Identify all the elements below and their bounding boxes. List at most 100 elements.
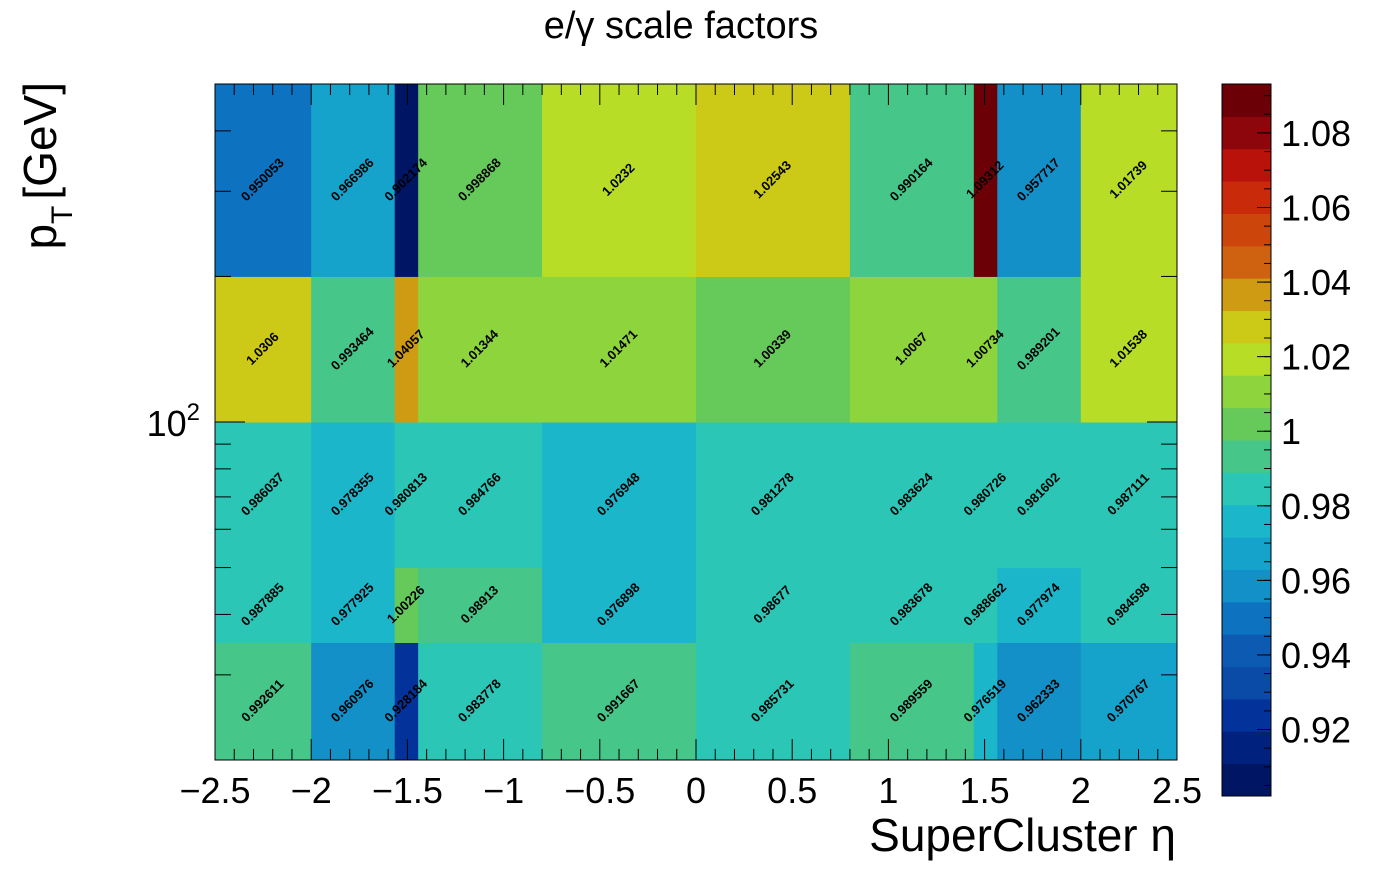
colorbar-swatch xyxy=(1222,731,1271,765)
heatmap-cell-r1-c8 xyxy=(997,567,1082,643)
x-tick-label: 0.5 xyxy=(767,770,817,811)
colorbar-swatch xyxy=(1222,634,1271,668)
heatmap-cell-r4-c4 xyxy=(542,84,697,277)
colorbar-swatch xyxy=(1222,213,1271,247)
colorbar: 0.92 0.94 0.96 0.98 1 1.02 1.04 1.06 1.08 xyxy=(1221,83,1351,797)
heatmap-cell-r1-c3 xyxy=(418,567,543,643)
colorbar-swatch xyxy=(1222,375,1271,409)
colorbar-swatch xyxy=(1222,310,1271,344)
colorbar-swatch xyxy=(1222,440,1271,473)
heatmap-cell-r0-c7 xyxy=(973,642,998,761)
colorbar-tick-label: 1.08 xyxy=(1281,113,1351,154)
heatmap-cell-r2-c2 xyxy=(394,422,419,569)
heatmap-cell-r0-c2 xyxy=(394,642,419,761)
heatmap-cell-r3-c3 xyxy=(418,276,543,423)
heatmap-cell-r2-c3 xyxy=(418,422,543,569)
y-axis-title-unit: [GeV] xyxy=(14,82,66,200)
heatmap-cell-r4-c5 xyxy=(696,84,851,277)
y-axis-title-subscript: T xyxy=(46,206,79,224)
x-tick-label: 2 xyxy=(1071,770,1091,811)
colorbar-tick-label: 0.94 xyxy=(1281,635,1351,676)
heatmap-cell-r0-c3 xyxy=(418,642,543,761)
chart-title: e/γ scale factors xyxy=(544,5,819,47)
heatmap-cell-r0-c9 xyxy=(1080,642,1178,761)
heatmap-cell-r4-c8 xyxy=(997,84,1082,277)
x-tick-label: 0 xyxy=(686,770,706,811)
colorbar-tick-label: 1 xyxy=(1281,411,1301,452)
heatmap-cell-r0-c5 xyxy=(696,642,851,761)
heatmap-cell-r3-c1 xyxy=(311,276,396,423)
colorbar-tick-label: 0.98 xyxy=(1281,486,1351,527)
heatmap-cell-r0-c1 xyxy=(311,642,396,761)
x-tick-label: 1.5 xyxy=(960,770,1010,811)
heatmap-cell-r1-c4 xyxy=(542,567,697,643)
colorbar-swatch xyxy=(1222,84,1271,117)
heatmap-cell-r3-c0 xyxy=(215,276,312,423)
colorbar-swatch xyxy=(1222,181,1271,214)
y-tick-label-base: 10 xyxy=(147,403,187,444)
y-axis-title: pT [GeV] xyxy=(14,82,79,250)
heatmap-cell-r0-c0 xyxy=(215,642,312,761)
colorbar-swatch xyxy=(1222,763,1271,797)
heatmap-cell-r0-c4 xyxy=(542,642,697,761)
x-tick-label: −1.5 xyxy=(372,770,443,811)
y-axis: 102 xyxy=(147,83,1177,761)
y-axis-title-main: p xyxy=(14,224,66,250)
colorbar-swatch xyxy=(1222,472,1271,506)
heatmap-cell-r2-c8 xyxy=(997,422,1082,569)
heatmap-cell-r4-c3 xyxy=(418,84,543,277)
x-tick-label: −2.5 xyxy=(179,770,250,811)
x-tick-label: 2.5 xyxy=(1152,770,1202,811)
heatmap-cell-r4-c0 xyxy=(215,84,312,277)
heatmap-cell-r2-c0 xyxy=(215,422,312,569)
colorbar-tick-label: 1.06 xyxy=(1281,187,1351,228)
heatmap-cell-r2-c6 xyxy=(849,422,975,569)
colorbar-tick-label: 0.92 xyxy=(1281,710,1351,751)
colorbar-swatch xyxy=(1222,537,1271,570)
heatmap-cell-r0-c8 xyxy=(997,642,1082,761)
heatmap-cell-r3-c6 xyxy=(849,276,975,423)
colorbar-swatch xyxy=(1222,245,1271,279)
heatmap-cells xyxy=(215,84,1178,761)
x-tick-label: −2 xyxy=(291,770,332,811)
heatmap-cell-r1-c5 xyxy=(696,567,851,643)
colorbar-swatch xyxy=(1222,504,1271,538)
heatmap-cell-r3-c7 xyxy=(973,276,998,423)
heatmap-cell-r2-c1 xyxy=(311,422,396,569)
heatmap-cell-r4-c7 xyxy=(973,84,998,277)
colorbar-tick-label: 0.96 xyxy=(1281,560,1351,601)
heatmap-cell-r4-c9 xyxy=(1080,84,1178,277)
heatmap-cell-r2-c9 xyxy=(1080,422,1178,569)
colorbar-swatch xyxy=(1222,148,1271,182)
colorbar-swatch xyxy=(1222,278,1271,312)
heatmap-cell-r4-c1 xyxy=(311,84,396,277)
colorbar-swatch xyxy=(1222,569,1271,603)
colorbar-frame xyxy=(1221,83,1272,797)
x-axis-title: SuperCluster η xyxy=(869,809,1176,861)
heatmap-cell-r2-c4 xyxy=(542,422,697,569)
heatmap-cell-r4-c2 xyxy=(394,84,419,277)
x-axis: −2.5 −2 −1.5 −1 −0.5 0 0.5 1 1.5 2 2.5 xyxy=(179,84,1202,811)
colorbar-swatch xyxy=(1222,601,1271,635)
heatmap-cell-r2-c5 xyxy=(696,422,851,569)
x-tick-label: −0.5 xyxy=(564,770,635,811)
colorbar-tick-label: 1.04 xyxy=(1281,262,1351,303)
heatmap-cell-r1-c9 xyxy=(1080,567,1178,643)
heatmap-cell-r3-c2 xyxy=(394,276,419,423)
x-tick-label: −1 xyxy=(483,770,524,811)
heatmap-cell-r1-c7 xyxy=(973,567,998,643)
heatmap-cell-r1-c2 xyxy=(394,567,419,643)
heatmap-cell-r3-c4 xyxy=(542,276,697,423)
heatmap-cell-r3-c9 xyxy=(1080,276,1178,423)
heatmap-cell-r1-c6 xyxy=(849,567,975,643)
colorbar-swatch xyxy=(1222,407,1271,441)
heatmap-cell-r2-c7 xyxy=(973,422,998,569)
heatmap-cell-r3-c8 xyxy=(997,276,1082,423)
colorbar-swatch xyxy=(1222,342,1271,376)
y-tick-label: 102 xyxy=(147,399,200,444)
colorbar-swatch xyxy=(1222,666,1271,700)
colorbar-swatch xyxy=(1222,698,1271,732)
x-tick-label: 1 xyxy=(878,770,898,811)
heatmap-cell-r0-c6 xyxy=(849,642,975,761)
